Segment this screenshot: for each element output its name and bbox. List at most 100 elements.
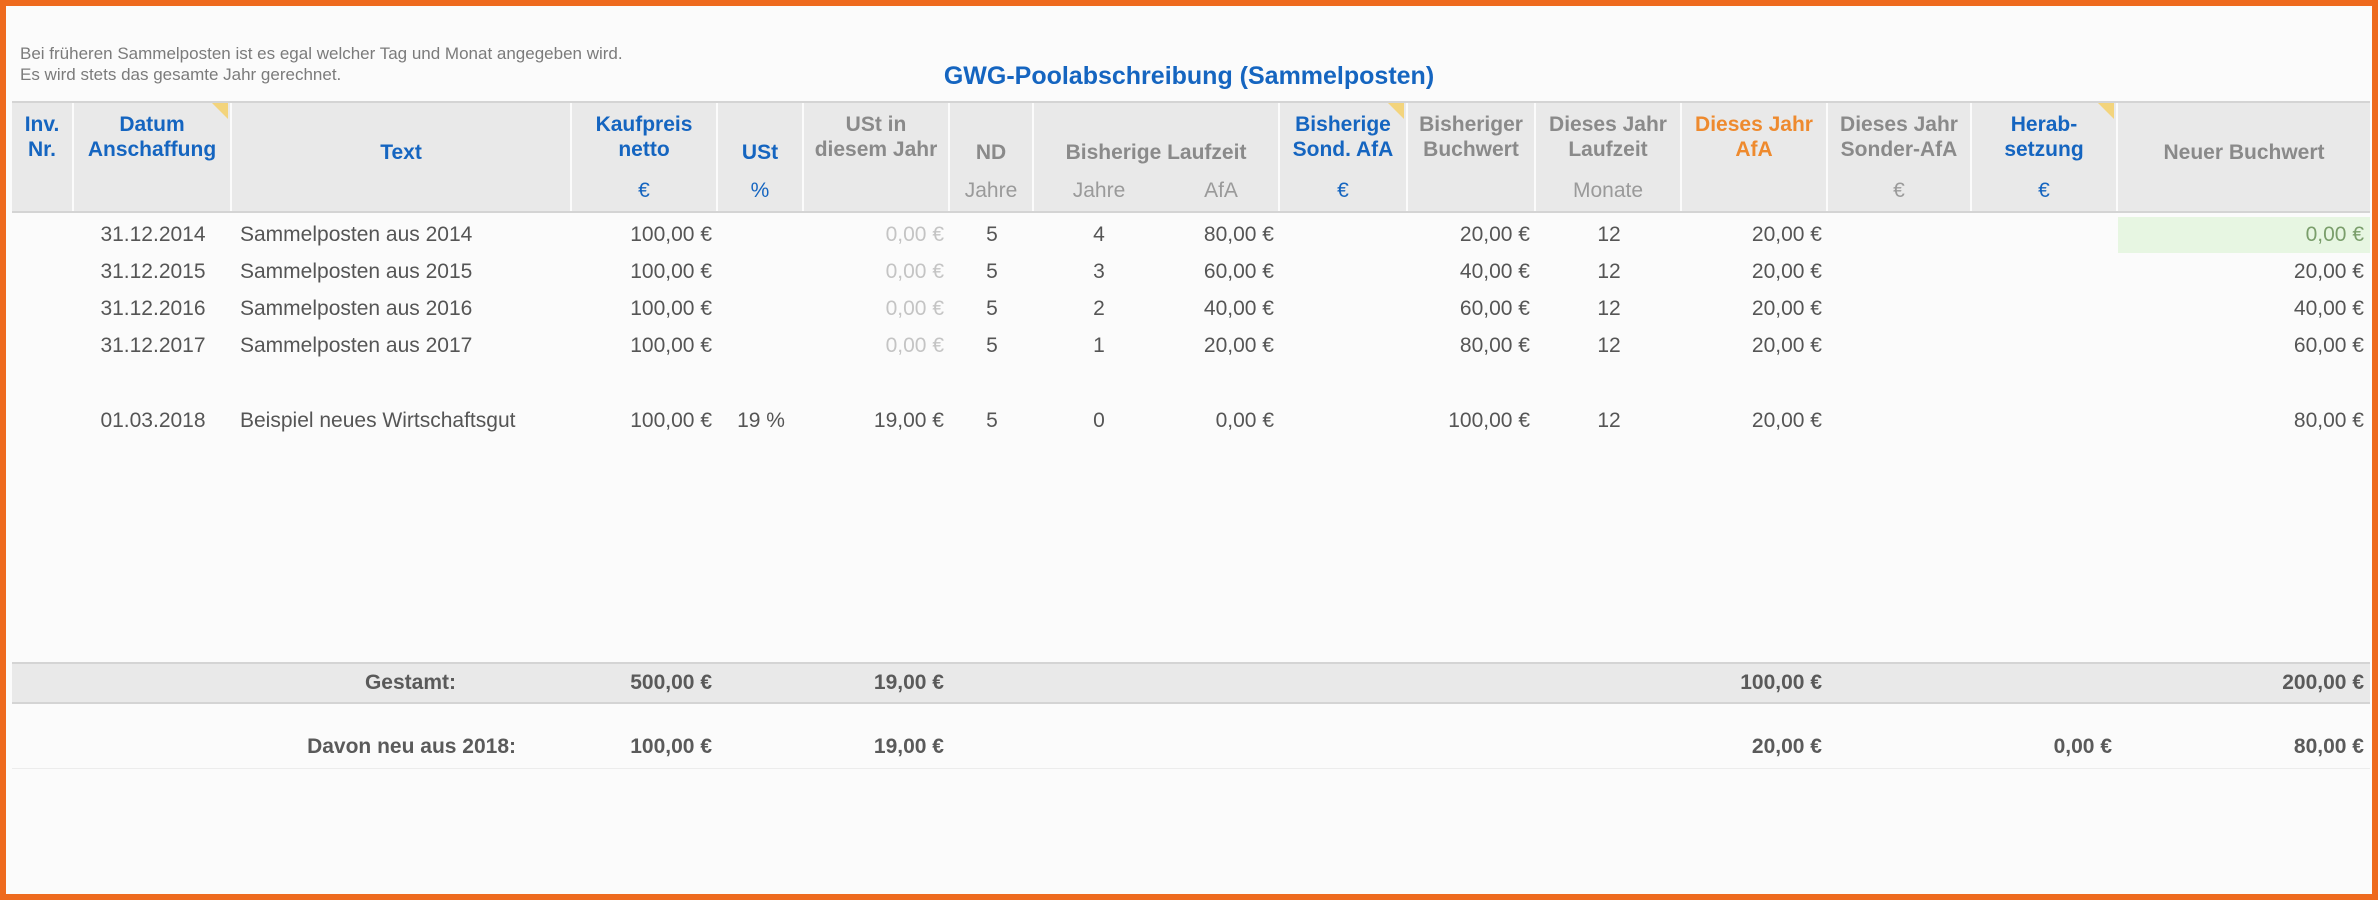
header-ust-jahr[interactable]: USt in diesem Jahr <box>804 103 950 171</box>
cell-nd[interactable]: 5 <box>986 260 998 283</box>
cell-nd[interactable]: 5 <box>986 334 998 357</box>
header-datum[interactable]: Datum Anschaffung <box>74 103 232 171</box>
cell-ust-jahr[interactable]: 0,00 € <box>885 334 944 357</box>
cell-neuer-buchwert[interactable]: 40,00 € <box>2293 297 2364 320</box>
cell-buchwert[interactable]: 80,00 € <box>1459 334 1530 357</box>
cell-afa[interactable]: 20,00 € <box>1203 334 1274 357</box>
cell-jahre[interactable]: 1 <box>1093 334 1105 357</box>
cell-ust-jahr[interactable]: 0,00 € <box>885 260 944 283</box>
totals-ust-jahr[interactable]: 19,00 € <box>873 671 944 694</box>
header-inv-nr[interactable]: Inv. Nr. <box>12 103 74 171</box>
unit-ust-jahr[interactable] <box>804 171 950 211</box>
cell-nd[interactable]: 5 <box>986 223 998 246</box>
cell-afa[interactable]: 0,00 € <box>1215 409 1274 432</box>
new-items-herab[interactable]: 0,00 € <box>2053 735 2112 758</box>
totals-label[interactable]: Gestamt: <box>364 671 456 694</box>
cell-nd[interactable]: 5 <box>986 409 998 432</box>
cell-laufzeit[interactable]: 12 <box>1597 260 1621 283</box>
totals-neuer-buchwert[interactable]: 200,00 € <box>2282 671 2364 694</box>
unit-neuer-buchwert[interactable] <box>2118 171 2370 211</box>
unit-text[interactable] <box>232 171 572 211</box>
header-dieses-jahr-laufzeit[interactable]: Dieses Jahr Laufzeit <box>1536 103 1682 171</box>
comment-marker-icon[interactable] <box>2098 103 2114 119</box>
cell-laufzeit[interactable]: 12 <box>1597 223 1621 246</box>
cell-sond-afa[interactable] <box>1280 327 1408 365</box>
cell-buchwert[interactable]: 60,00 € <box>1459 297 1530 320</box>
cell-sond-afa[interactable] <box>1280 402 1408 440</box>
header-dieses-jahr-afa[interactable]: Dieses Jahr AfA <box>1682 103 1828 171</box>
cell-jahre[interactable]: 4 <box>1093 223 1105 246</box>
cell-ust[interactable] <box>718 253 804 291</box>
unit-nd[interactable]: Jahre <box>950 171 1034 211</box>
cell-afa[interactable]: 80,00 € <box>1203 223 1274 246</box>
cell-datum[interactable]: 31.12.2014 <box>100 223 206 246</box>
unit-dj-afa[interactable] <box>1682 171 1828 211</box>
cell-laufzeit[interactable]: 12 <box>1597 334 1621 357</box>
cell-ust[interactable] <box>718 290 804 328</box>
cell-herab[interactable] <box>1972 327 2118 365</box>
unit-kaufpreis[interactable]: € <box>572 171 718 211</box>
cell-jahre[interactable]: 0 <box>1093 409 1105 432</box>
unit-herabsetzung[interactable]: € <box>1972 171 2118 211</box>
cell-text[interactable]: Sammelposten aus 2015 <box>240 260 473 283</box>
cell-datum[interactable]: 31.12.2015 <box>100 260 206 283</box>
cell-buchwert[interactable]: 40,00 € <box>1459 260 1530 283</box>
header-neuer-buchwert[interactable]: Neuer Buchwert <box>2163 141 2325 164</box>
cell-sonder-afa[interactable] <box>1828 217 1972 253</box>
cell-ust[interactable] <box>718 217 804 253</box>
cell-nd[interactable]: 5 <box>986 297 998 320</box>
header-bisherige-laufzeit[interactable]: Bisherige Laufzeit <box>1034 103 1280 171</box>
header-bisheriger-buchwert[interactable]: Bisheriger Buchwert <box>1408 103 1536 171</box>
header-text[interactable]: Text <box>232 103 572 171</box>
unit-buchwert[interactable] <box>1408 171 1536 211</box>
cell-dj-afa[interactable]: 20,00 € <box>1751 297 1822 320</box>
cell-datum[interactable]: 31.12.2017 <box>100 334 206 357</box>
cell-kaufpreis[interactable]: 100,00 € <box>630 409 712 432</box>
cell-jahre[interactable]: 3 <box>1093 260 1105 283</box>
header-nd[interactable]: ND <box>950 103 1034 171</box>
header-bisherige-sond-afa[interactable]: Bisherige Sond. AfA <box>1280 103 1408 171</box>
cell-neuer-buchwert[interactable]: 0,00 € <box>2118 217 2370 253</box>
header-kaufpreis[interactable]: Kaufpreis netto <box>572 103 718 171</box>
totals-dj-afa[interactable]: 100,00 € <box>1740 671 1822 694</box>
cell-sonder-afa[interactable] <box>1828 402 1972 440</box>
cell-herab[interactable] <box>1972 290 2118 328</box>
cell-herab[interactable] <box>1972 217 2118 253</box>
cell-text[interactable]: Sammelposten aus 2016 <box>240 297 473 320</box>
cell-ust[interactable] <box>718 327 804 365</box>
unit-ust[interactable]: % <box>718 171 804 211</box>
cell-dj-afa[interactable]: 20,00 € <box>1751 409 1822 432</box>
cell-datum[interactable]: 01.03.2018 <box>100 409 206 432</box>
cell-kaufpreis[interactable]: 100,00 € <box>630 297 712 320</box>
new-items-neuer-buchwert[interactable]: 80,00 € <box>2293 735 2364 758</box>
unit-sond-afa[interactable]: € <box>1280 171 1408 211</box>
new-items-label[interactable]: Davon neu aus 2018: <box>307 735 516 758</box>
cell-sond-afa[interactable] <box>1280 253 1408 291</box>
sheet-title[interactable]: GWG-Poolabschreibung (Sammelposten) <box>943 62 1435 90</box>
cell-datum[interactable]: 31.12.2016 <box>100 297 206 320</box>
comment-marker-icon[interactable] <box>1388 103 1404 119</box>
cell-ust-jahr[interactable]: 19,00 € <box>873 409 944 432</box>
cell-ust[interactable]: 19 % <box>737 409 785 432</box>
cell-herab[interactable] <box>1972 253 2118 291</box>
header-dieses-jahr-sonder-afa[interactable]: Dieses Jahr Sonder-AfA <box>1828 103 1972 171</box>
unit-dj-sonder-afa[interactable]: € <box>1828 171 1972 211</box>
cell-kaufpreis[interactable]: 100,00 € <box>630 223 712 246</box>
cell-sonder-afa[interactable] <box>1828 327 1972 365</box>
cell-afa[interactable]: 60,00 € <box>1203 260 1274 283</box>
header-herabsetzung[interactable]: Herab- setzung <box>1972 103 2118 171</box>
cell-neuer-buchwert[interactable]: 20,00 € <box>2293 260 2364 283</box>
cell-herab[interactable] <box>1972 402 2118 440</box>
cell-text[interactable]: Beispiel neues Wirtschaftsgut <box>240 409 516 432</box>
cell-dj-afa[interactable]: 20,00 € <box>1751 223 1822 246</box>
cell-dj-afa[interactable]: 20,00 € <box>1751 334 1822 357</box>
unit-dj-laufzeit[interactable]: Monate <box>1536 171 1682 211</box>
cell-afa[interactable]: 40,00 € <box>1203 297 1274 320</box>
cell-neuer-buchwert[interactable]: 80,00 € <box>2293 409 2364 432</box>
totals-kaufpreis[interactable]: 500,00 € <box>630 671 712 694</box>
cell-kaufpreis[interactable]: 100,00 € <box>630 260 712 283</box>
unit-datum[interactable] <box>74 171 232 211</box>
cell-neuer-buchwert[interactable]: 60,00 € <box>2293 334 2364 357</box>
cell-sond-afa[interactable] <box>1280 290 1408 328</box>
cell-sond-afa[interactable] <box>1280 217 1408 253</box>
